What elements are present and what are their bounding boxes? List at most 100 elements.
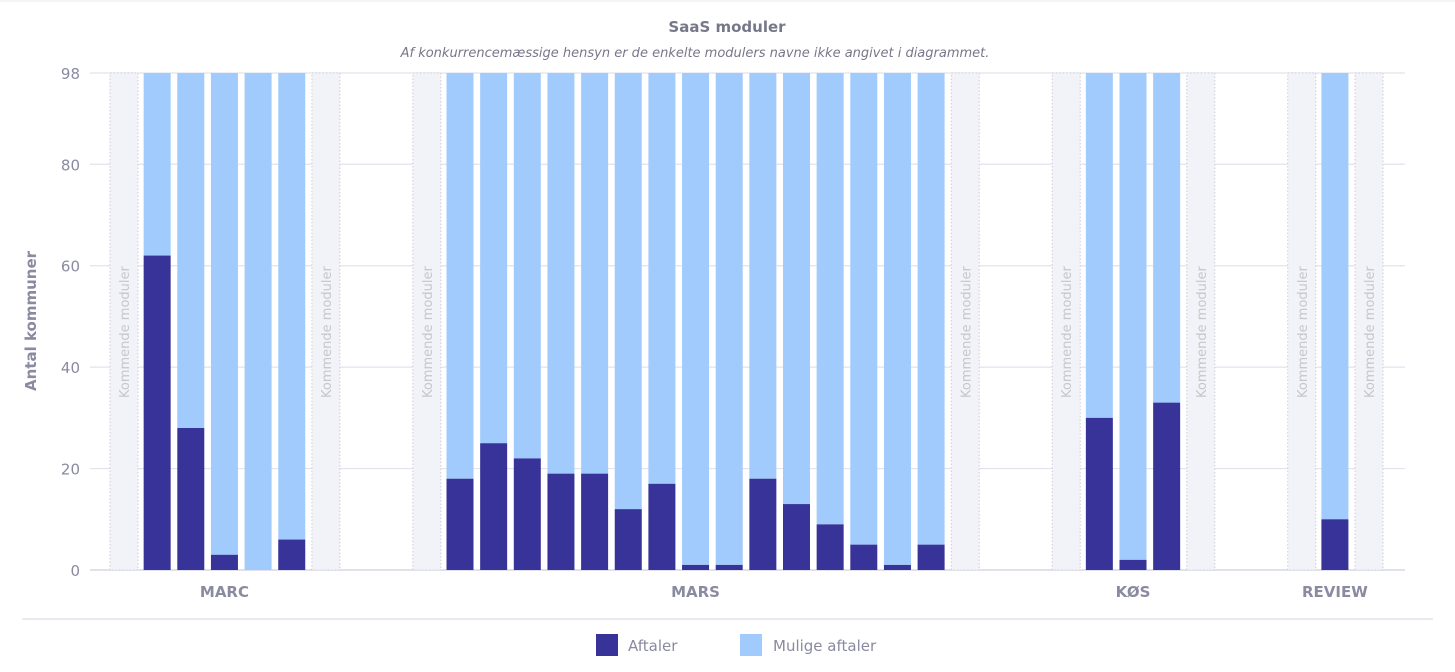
bar-aftaler[interactable]	[715, 564, 743, 570]
bar-mulige-aftaler[interactable]	[1119, 73, 1147, 560]
placeholder-column: Kommende moduler	[1354, 72, 1384, 571]
chart-subtitle: Af konkurrencemæssige hensyn er de enkel…	[400, 46, 990, 61]
bar-stack-mars-13[interactable]	[850, 73, 878, 570]
bar-mulige-aftaler[interactable]	[446, 73, 474, 479]
bar-aftaler[interactable]	[1085, 417, 1113, 570]
legend-label-mulige-aftaler: Mulige aftaler	[773, 637, 877, 655]
bar-aftaler[interactable]	[480, 443, 508, 570]
placeholder-label: Kommende moduler	[1195, 266, 1210, 398]
bar-mulige-aftaler[interactable]	[210, 73, 238, 555]
bar-mulige-aftaler[interactable]	[917, 73, 945, 545]
bar-aftaler[interactable]	[850, 544, 878, 570]
x-group-label: REVIEW	[1302, 583, 1368, 601]
bar-stack-mars-12[interactable]	[816, 73, 844, 570]
bar-stack-mars-15[interactable]	[917, 73, 945, 570]
bar-stack-mars-9[interactable]	[715, 73, 743, 570]
bar-mulige-aftaler[interactable]	[1321, 73, 1349, 520]
bar-aftaler[interactable]	[1119, 559, 1147, 570]
bar-stack-mars-2[interactable]	[480, 73, 508, 570]
bar-stack-mars-8[interactable]	[682, 73, 710, 570]
placeholder-column: Kommende moduler	[109, 72, 139, 571]
bar-stack-mars-4[interactable]	[547, 73, 575, 570]
bar-stack-marc-4[interactable]	[244, 73, 272, 570]
placeholder-label: Kommende moduler	[959, 266, 974, 398]
bar-stack-mars-6[interactable]	[614, 73, 642, 570]
bar-aftaler[interactable]	[143, 255, 171, 571]
bar-stack-review-1[interactable]	[1321, 73, 1349, 570]
legend-item-mulige-aftaler[interactable]: Mulige aftaler	[740, 634, 877, 656]
bar-mulige-aftaler[interactable]	[177, 73, 205, 428]
bar-mulige-aftaler[interactable]	[1085, 73, 1113, 418]
bar-mulige-aftaler[interactable]	[143, 73, 171, 256]
placeholder-label: Kommende moduler	[320, 266, 335, 398]
bar-mulige-aftaler[interactable]	[547, 73, 575, 474]
bar-mulige-aftaler[interactable]	[883, 73, 911, 565]
bar-aftaler[interactable]	[581, 473, 609, 570]
x-group-label: MARC	[200, 583, 249, 601]
bar-aftaler[interactable]	[917, 544, 945, 570]
legend-item-aftaler[interactable]: Aftaler	[596, 634, 678, 656]
placeholder-label: Kommende moduler	[118, 266, 133, 398]
bar-stack-mars-1[interactable]	[446, 73, 474, 570]
bar-mulige-aftaler[interactable]	[513, 73, 541, 459]
bar-stack-marc-2[interactable]	[177, 73, 205, 570]
bar-mulige-aftaler[interactable]	[682, 73, 710, 565]
bar-aftaler[interactable]	[883, 564, 911, 570]
bar-mulige-aftaler[interactable]	[244, 73, 272, 570]
bar-stack-køs-1[interactable]	[1085, 73, 1113, 570]
bar-mulige-aftaler[interactable]	[715, 73, 743, 565]
bar-aftaler[interactable]	[177, 428, 205, 570]
bar-aftaler[interactable]	[614, 509, 642, 570]
placeholder-label: Kommende moduler	[1363, 266, 1378, 398]
bar-mulige-aftaler[interactable]	[614, 73, 642, 510]
placeholder-label: Kommende moduler	[421, 266, 436, 398]
y-tick-label: 98	[61, 65, 80, 83]
bar-mulige-aftaler[interactable]	[1153, 73, 1181, 403]
bar-aftaler[interactable]	[783, 504, 810, 570]
bar-stack-mars-14[interactable]	[883, 73, 911, 570]
bar-aftaler[interactable]	[210, 554, 238, 570]
bar-stack-køs-3[interactable]	[1153, 73, 1181, 570]
bar-mulige-aftaler[interactable]	[749, 73, 777, 479]
bar-stack-køs-2[interactable]	[1119, 73, 1147, 570]
placeholder-label: Kommende moduler	[1060, 266, 1075, 398]
bar-aftaler[interactable]	[816, 524, 844, 570]
bar-mulige-aftaler[interactable]	[581, 73, 609, 474]
bar-mulige-aftaler[interactable]	[278, 73, 306, 540]
bar-mulige-aftaler[interactable]	[783, 73, 810, 505]
bar-mulige-aftaler[interactable]	[480, 73, 508, 444]
bar-stack-mars-10[interactable]	[749, 73, 777, 570]
bar-stack-marc-5[interactable]	[278, 73, 306, 570]
chart-title: SaaS moduler	[668, 18, 786, 36]
legend: Aftaler Mulige aftaler	[596, 634, 877, 656]
y-axis-label: Antal kommuner	[22, 250, 40, 391]
bar-aftaler[interactable]	[749, 478, 777, 570]
bar-aftaler[interactable]	[513, 458, 541, 570]
bar-aftaler[interactable]	[1321, 519, 1349, 570]
bar-stack-mars-7[interactable]	[648, 73, 676, 570]
bar-stack-mars-5[interactable]	[581, 73, 609, 570]
bar-aftaler[interactable]	[648, 483, 676, 570]
legend-swatch-mulige-aftaler	[740, 634, 762, 656]
bar-aftaler[interactable]	[682, 564, 710, 570]
top-border	[0, 0, 1455, 2]
legend-swatch-aftaler	[596, 634, 618, 656]
y-tick-label: 80	[61, 156, 80, 174]
bar-stack-marc-1[interactable]	[143, 73, 171, 571]
bar-aftaler[interactable]	[278, 539, 306, 570]
y-tick-label: 60	[61, 258, 80, 276]
x-group-label: MARS	[671, 583, 720, 601]
bar-stack-mars-3[interactable]	[513, 73, 541, 570]
bar-aftaler[interactable]	[547, 473, 575, 570]
placeholder-column: Kommende moduler	[1051, 72, 1081, 571]
legend-label-aftaler: Aftaler	[628, 637, 678, 655]
placeholder-column: Kommende moduler	[950, 72, 980, 571]
bar-stack-marc-3[interactable]	[210, 73, 238, 570]
bar-mulige-aftaler[interactable]	[816, 73, 844, 525]
bar-aftaler[interactable]	[446, 478, 474, 570]
bar-aftaler[interactable]	[1153, 402, 1181, 570]
bar-mulige-aftaler[interactable]	[648, 73, 676, 484]
bar-stack-mars-11[interactable]	[783, 73, 810, 570]
y-tick-label: 0	[70, 562, 80, 580]
bar-mulige-aftaler[interactable]	[850, 73, 878, 545]
